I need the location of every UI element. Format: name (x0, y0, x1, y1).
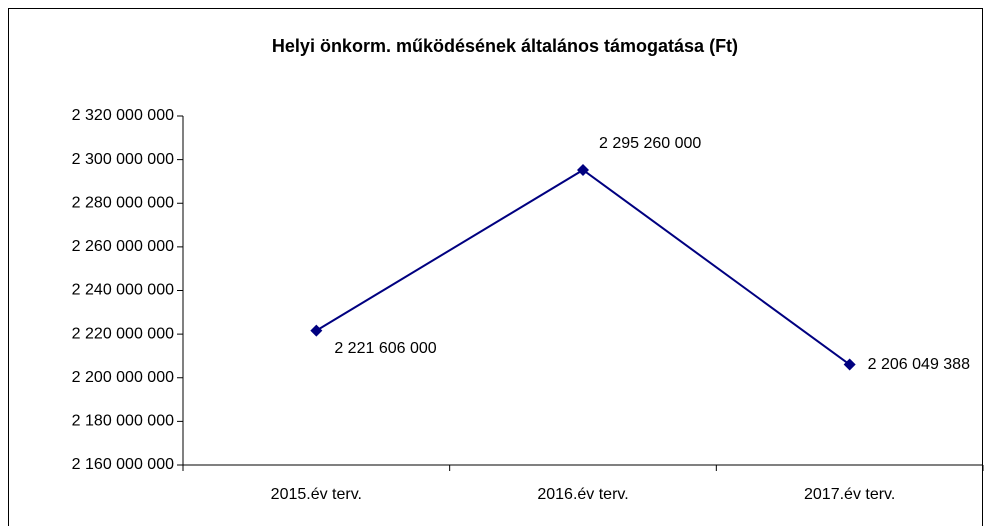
y-tick-label: 2 300 000 000 (72, 151, 174, 168)
y-tick-label: 2 160 000 000 (72, 456, 174, 473)
y-tick-label: 2 180 000 000 (72, 413, 174, 430)
y-tick-label: 2 260 000 000 (72, 238, 174, 255)
data-label: 2 206 049 388 (868, 356, 970, 373)
y-tick-label: 2 240 000 000 (72, 282, 174, 299)
chart-title: Helyi önkorm. működésének általános támo… (272, 36, 738, 56)
marker (577, 163, 589, 176)
data-label: 2 221 606 000 (334, 340, 436, 357)
y-tick-label: 2 220 000 000 (72, 325, 174, 342)
x-tick-label: 2017.év terv. (804, 486, 895, 503)
y-tick-label: 2 280 000 000 (72, 194, 174, 211)
line (315, 168, 851, 366)
marker (310, 324, 323, 337)
marker (843, 358, 856, 371)
x-tick-label: 2015.év terv. (271, 486, 362, 503)
data-label: 2 295 260 000 (599, 135, 701, 152)
y-tick-label: 2 320 000 000 (72, 107, 174, 124)
y-tick-label: 2 200 000 000 (72, 369, 174, 386)
chart-frame (8, 8, 983, 526)
x-tick-label: 2016.év terv. (537, 486, 628, 503)
